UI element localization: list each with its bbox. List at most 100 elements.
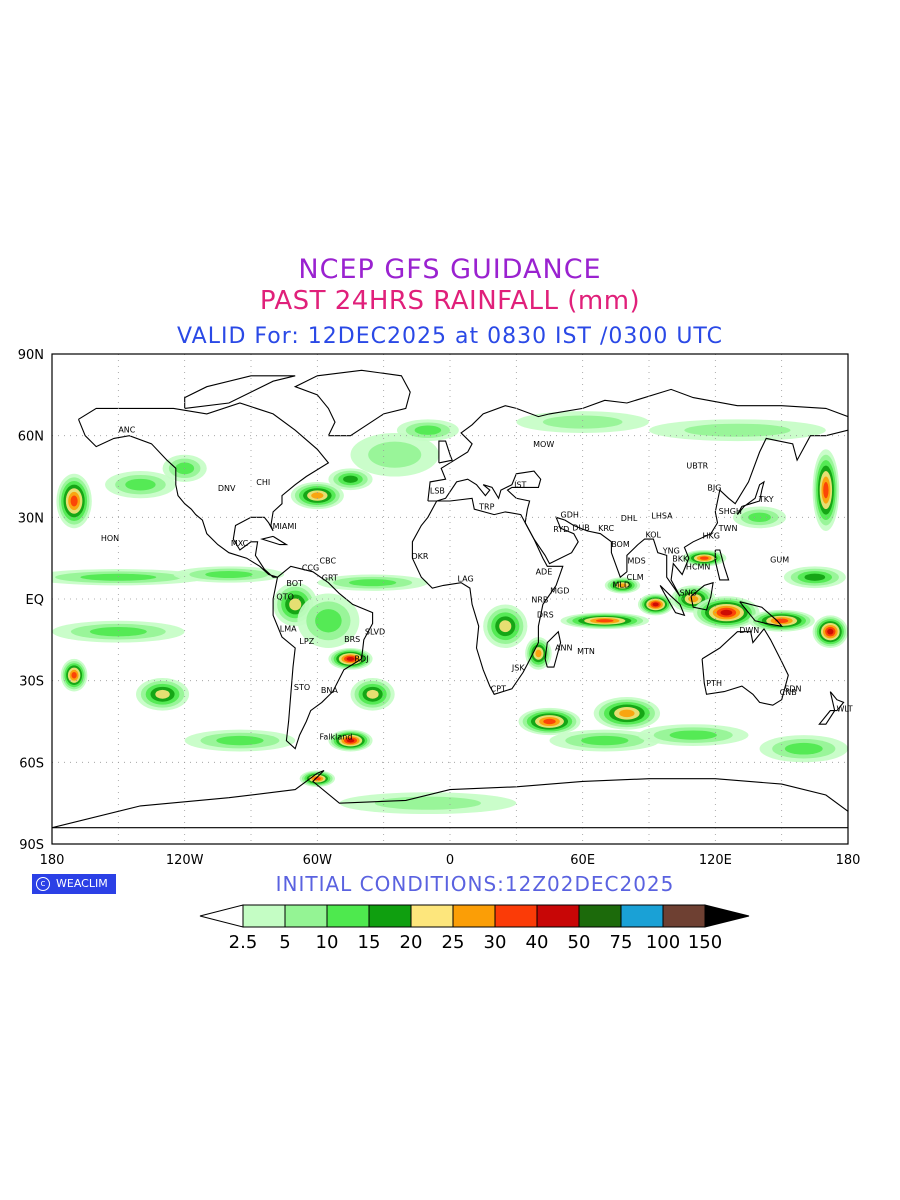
coastline	[427, 388, 848, 597]
coastline	[736, 480, 765, 515]
lat-tick-label: 90S	[19, 838, 44, 853]
legend-label: 50	[568, 932, 591, 953]
rain-area	[542, 415, 623, 429]
station-label: KRC	[598, 524, 614, 533]
rain-area	[346, 738, 355, 743]
rain-area	[289, 598, 302, 611]
rain-area	[155, 689, 170, 699]
legend-swatch	[368, 904, 412, 928]
rain-area	[216, 735, 264, 746]
station-label: YNG	[662, 546, 680, 555]
station-label: SLVD	[365, 627, 385, 636]
station-label: SNG	[680, 588, 697, 597]
coastline	[411, 497, 564, 695]
rain-area	[374, 796, 481, 810]
coastline	[272, 565, 374, 750]
rain-area	[348, 579, 397, 587]
rain-area	[619, 709, 635, 718]
rain-area	[499, 620, 512, 633]
legend-label: 15	[358, 932, 381, 953]
station-label: BKK	[672, 554, 689, 563]
coastline	[77, 402, 330, 578]
rain-area	[684, 423, 791, 437]
coastline	[659, 585, 686, 617]
coastline	[739, 601, 784, 627]
copyright-icon: c	[36, 877, 50, 891]
station-label: GDH	[561, 510, 579, 519]
legend-swatch	[452, 904, 496, 928]
station-label: MTN	[577, 647, 595, 656]
station-label: IST	[514, 480, 526, 489]
rain-area	[827, 628, 834, 635]
legend-swatch	[410, 904, 454, 928]
legend-swatch	[284, 904, 328, 928]
legend-label: 10	[316, 932, 339, 953]
station-label: MIAMI	[273, 522, 297, 531]
coastline	[544, 630, 562, 668]
lon-tick-label: 180	[40, 853, 65, 868]
legend-high-arrow	[704, 904, 750, 928]
station-label: SDN	[784, 684, 801, 693]
station-label: KOL	[645, 530, 661, 539]
legend-swatch	[242, 904, 286, 928]
station-label: ANC	[118, 425, 135, 434]
rain-area	[784, 742, 823, 755]
rain-area	[343, 475, 358, 483]
lon-tick-label: 0	[446, 853, 454, 868]
legend-label: 5	[279, 932, 290, 953]
station-label: GUM	[770, 556, 789, 565]
rain-area	[581, 735, 629, 746]
station-label: RDJ	[354, 654, 368, 663]
coastline	[184, 375, 296, 409]
station-label: LAG	[458, 574, 474, 583]
legend-swatch	[326, 904, 370, 928]
rain-area	[368, 441, 422, 468]
lat-tick-label: 60S	[19, 756, 44, 771]
station-label: QTO	[276, 593, 293, 602]
graticule	[52, 354, 848, 844]
rain-area	[414, 425, 442, 435]
station-label: BNA	[321, 686, 338, 695]
rain-area	[699, 556, 709, 560]
station-label: HON	[101, 534, 119, 543]
station-label: LMA	[280, 625, 297, 634]
map-title: NCEP GFS GUIDANCE	[298, 254, 602, 285]
legend-swatch	[662, 904, 706, 928]
rain-area	[669, 730, 717, 740]
legend-label: 100	[646, 932, 680, 953]
lon-tick-label: 120W	[166, 853, 204, 868]
valid-time: VALID For: 12DEC2025 at 0830 IST /0300 U…	[177, 324, 723, 349]
initial-conditions: INITIAL CONDITIONS:12Z02DEC2025	[275, 872, 675, 896]
lon-tick-label: 180	[836, 853, 861, 868]
coastline	[701, 627, 789, 706]
station-label: ANN	[555, 643, 572, 652]
station-label: CBC	[320, 557, 337, 566]
coastlines	[52, 369, 848, 829]
rain-area	[720, 609, 733, 616]
rain-area	[125, 478, 156, 491]
coastline	[52, 769, 848, 829]
rain-area	[311, 492, 324, 499]
station-label: DHL	[621, 514, 638, 523]
rain-area	[205, 571, 253, 578]
rain-layer	[52, 411, 848, 815]
legend-label: 25	[442, 932, 465, 953]
lat-axis: 90N 60N 30N EQ 30S 60S 90S	[18, 348, 44, 853]
rain-area	[618, 583, 627, 588]
rain-area	[595, 619, 614, 623]
rain-area	[543, 718, 556, 725]
legend-swatch	[536, 904, 580, 928]
rain-area	[70, 495, 78, 507]
station-label: CCG	[302, 563, 319, 572]
station-label: NRB	[531, 596, 548, 605]
station-label: MLD	[613, 581, 631, 590]
station-label: BJG	[707, 483, 721, 492]
station-label: DUB	[572, 523, 590, 532]
rain-area	[535, 649, 542, 658]
rain-area	[804, 573, 826, 581]
coastline	[260, 535, 289, 546]
legend-label: 20	[400, 932, 423, 953]
station-label: SHGH	[719, 507, 742, 516]
station-label: TWN	[718, 524, 738, 533]
